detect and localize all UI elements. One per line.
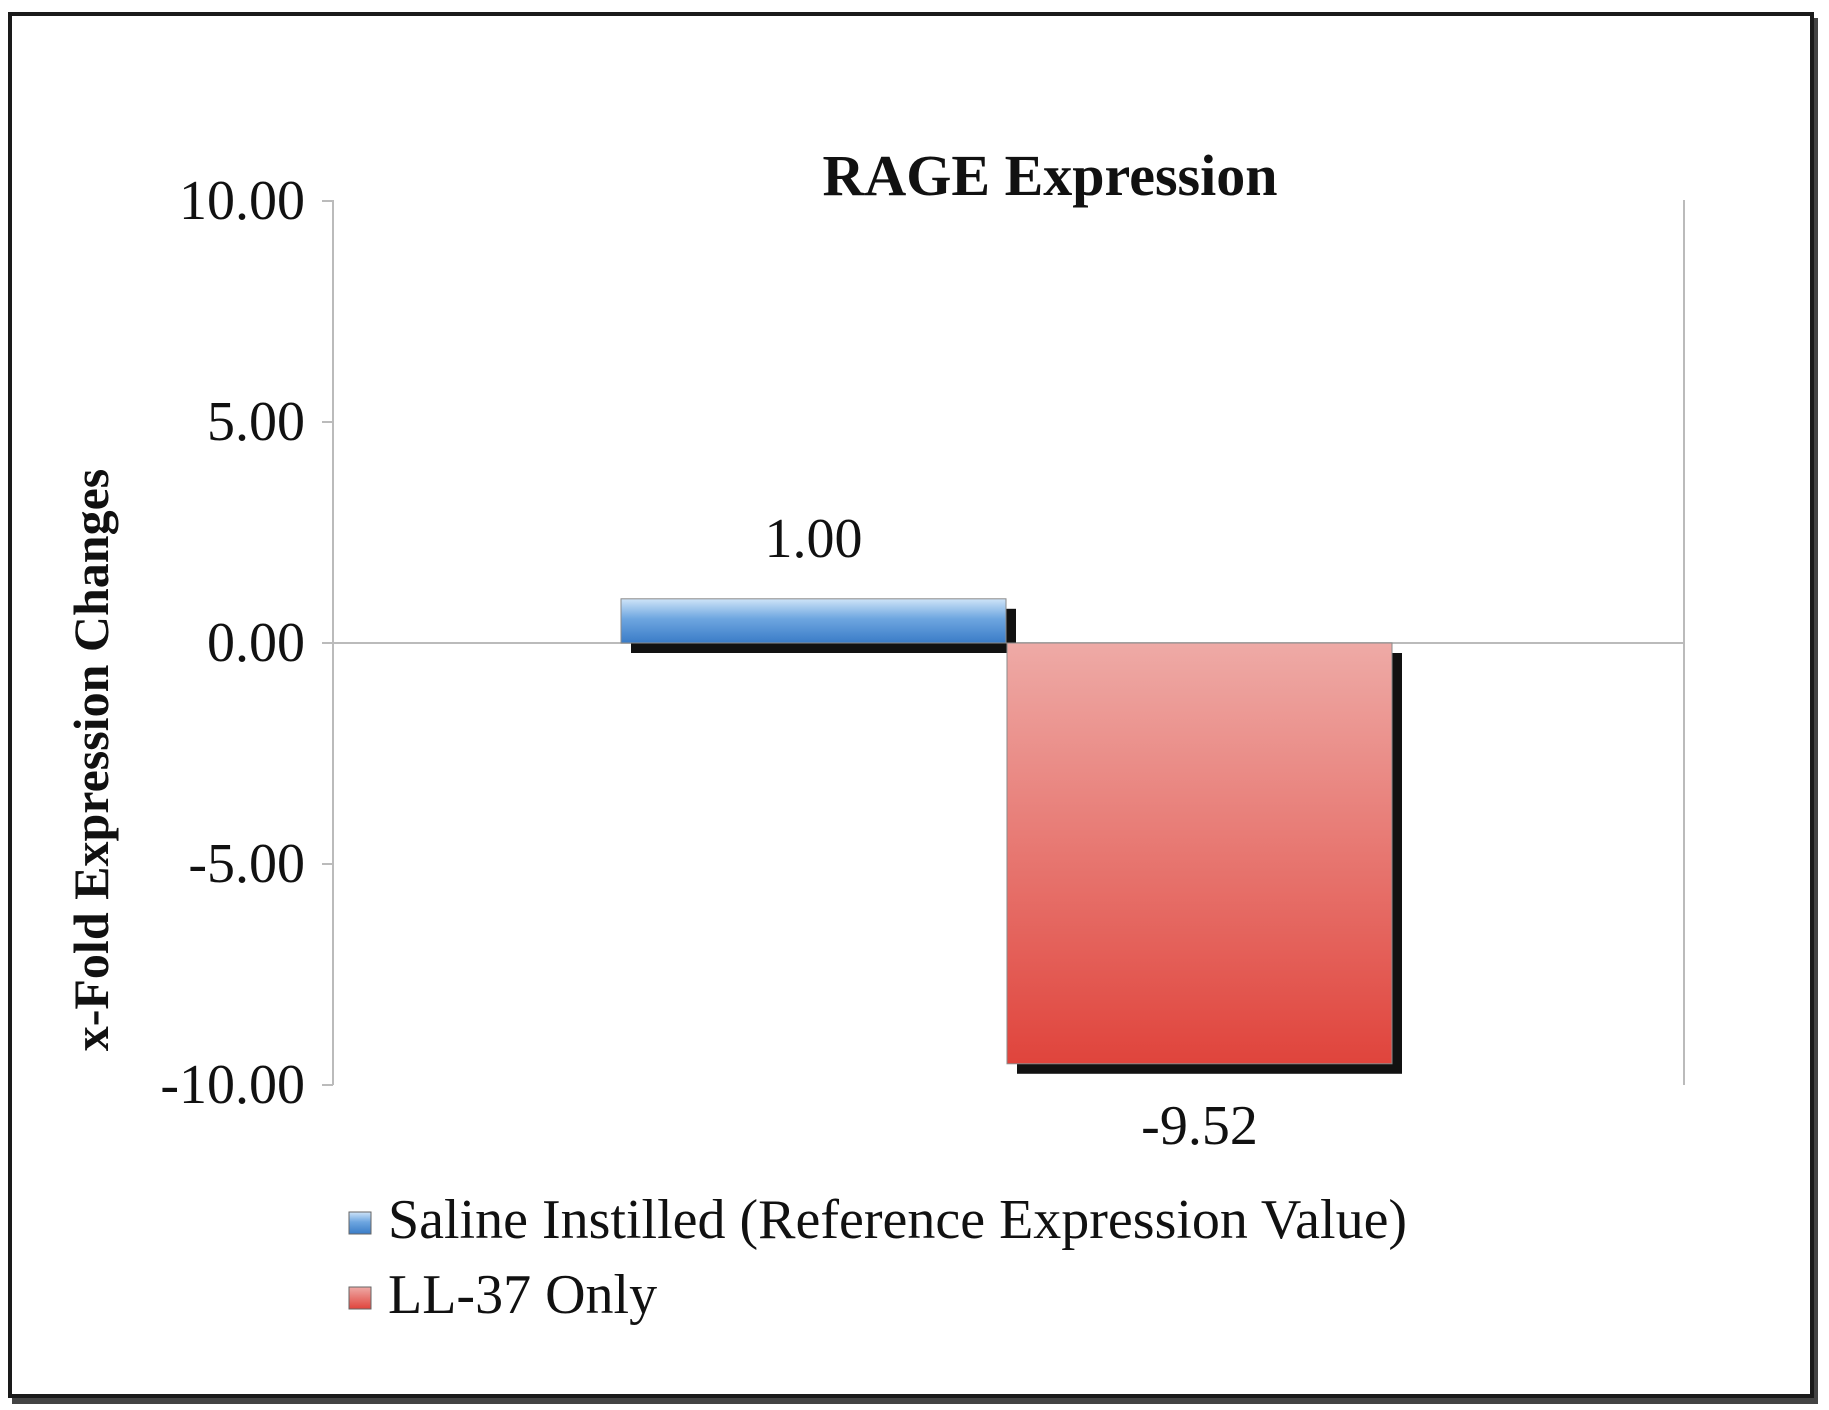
bar-saline: [620, 598, 1007, 644]
y-tick-label: 10.00: [179, 170, 305, 232]
chart-frame: [8, 12, 1814, 1398]
y-tick-label: -5.00: [188, 833, 305, 895]
legend-label: LL-37 Only: [388, 1264, 657, 1326]
legend: Saline Instilled (Reference Expression V…: [348, 1189, 1407, 1326]
bar-value-label: -9.52: [1141, 1095, 1258, 1157]
bar-value-label: 1.00: [765, 508, 863, 570]
y-tick-label: 0.00: [207, 612, 305, 674]
legend-swatch: [348, 1211, 372, 1235]
legend-label: Saline Instilled (Reference Expression V…: [388, 1189, 1407, 1251]
y-axis-label: x-Fold Expression Changes: [63, 469, 119, 1052]
y-axis-ticks: 10.00 5.00 0.00 -5.00 -10.00: [160, 170, 333, 1116]
legend-swatch: [348, 1286, 372, 1310]
chart-title: RAGE Expression: [823, 143, 1278, 208]
bars-group: 1.00 -9.52: [620, 508, 1402, 1157]
y-tick-label: 5.00: [207, 391, 305, 453]
y-tick-label: -10.00: [160, 1054, 305, 1116]
bar-ll37: [1006, 642, 1393, 1065]
